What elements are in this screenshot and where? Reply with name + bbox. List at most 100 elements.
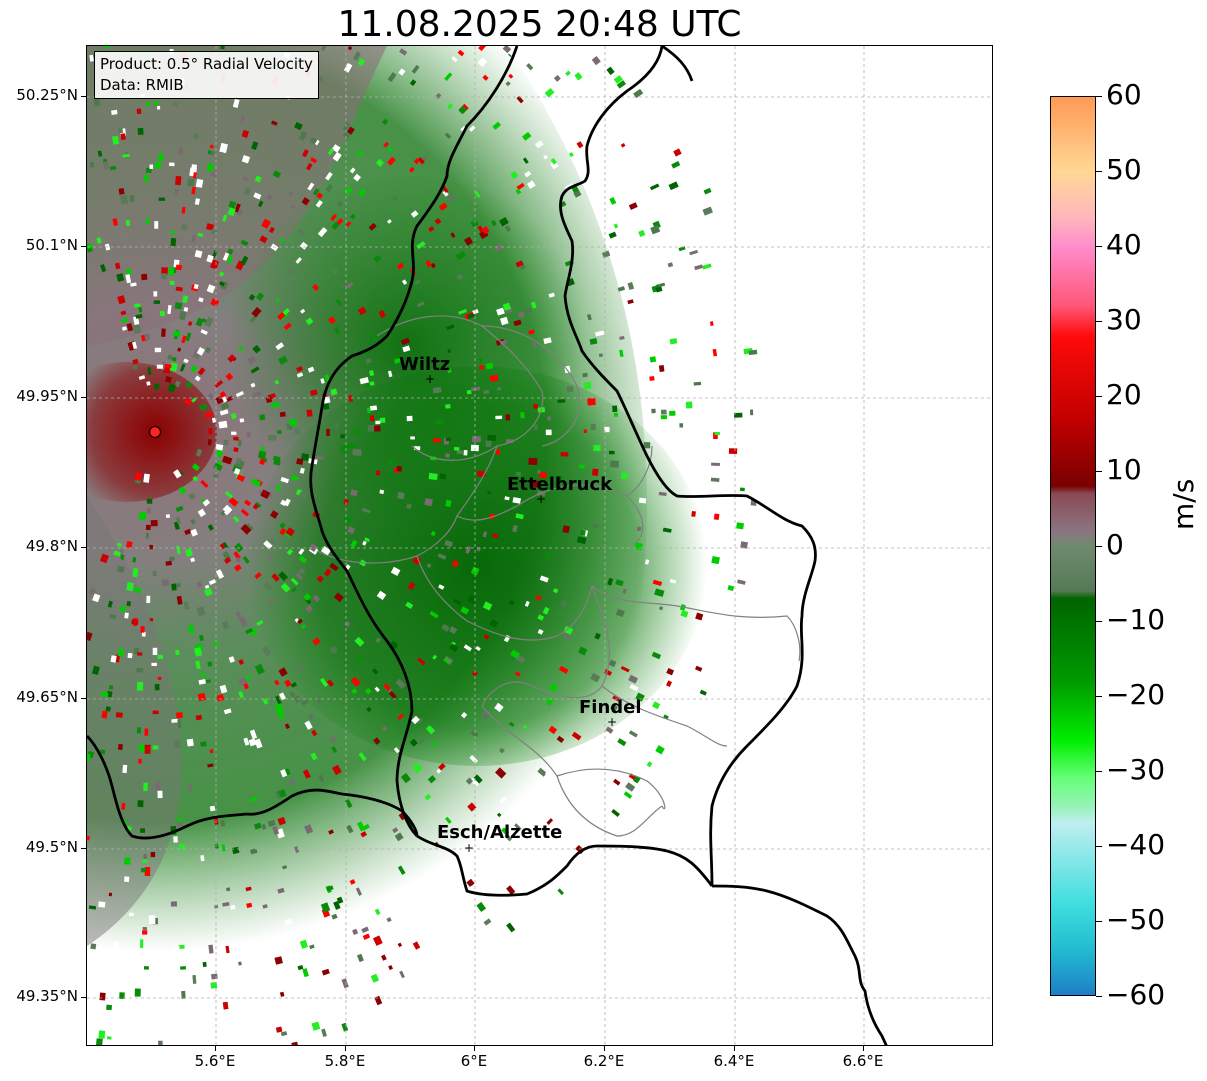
radar-gate [200, 329, 208, 336]
radar-gate [155, 782, 160, 791]
radar-gate [652, 701, 661, 710]
radar-gate [175, 649, 180, 656]
radar-gate [177, 719, 182, 729]
radar-gate [290, 204, 296, 210]
radar-gate [352, 448, 362, 456]
radar-gate [356, 149, 364, 157]
radar-gate [321, 1028, 327, 1037]
radar-gate [633, 159, 644, 169]
radar-gate [311, 729, 318, 737]
radar-gate [188, 492, 196, 500]
lat-label: 50.25°N [16, 86, 78, 104]
radar-gate [223, 708, 232, 715]
radar-gate [607, 577, 614, 586]
radar-gate [669, 410, 676, 416]
radar-gate [165, 560, 173, 566]
radar-gate [328, 316, 336, 325]
radar-gate [228, 497, 239, 507]
radar-gate [298, 130, 308, 141]
city-ettelbruck[interactable]: Ettelbruck + [507, 474, 613, 506]
radar-gate [460, 606, 470, 615]
radar-gate [304, 720, 313, 730]
radar-gate [121, 802, 126, 810]
radar-gate [591, 55, 601, 66]
city-esch-alzette[interactable]: Esch/Alzette + [437, 822, 562, 855]
radar-gate [289, 418, 298, 426]
radar-gate [179, 844, 186, 850]
radar-gate [514, 671, 521, 677]
radar-gate [207, 524, 215, 531]
radar-gate [108, 685, 114, 690]
radar-gate [501, 827, 509, 836]
radar-gate [238, 961, 242, 966]
radar-gate [748, 349, 758, 356]
radar-gate [330, 388, 338, 396]
radar-gate [680, 610, 689, 618]
radar-gate [231, 431, 237, 435]
radar-gate [737, 579, 746, 585]
radar-gate [351, 688, 358, 695]
radar-gate [120, 194, 129, 205]
lon-tick [215, 1046, 216, 1051]
radar-gate [275, 1026, 283, 1033]
radar-gate [126, 601, 131, 607]
radar-gate [269, 538, 277, 545]
radar-gate [393, 747, 400, 754]
radar-gate [152, 647, 158, 656]
radar-gate [394, 832, 404, 842]
radar-gate [606, 66, 615, 76]
radar-gate [154, 162, 162, 169]
radar-gate [282, 865, 288, 870]
radar-gate [307, 713, 315, 721]
radar-gate [498, 747, 505, 754]
radar-gate [214, 380, 224, 388]
radar-gate [215, 569, 225, 580]
radar-gate [120, 133, 126, 140]
radar-gate [157, 790, 163, 799]
city-findel[interactable]: Findel + [579, 697, 642, 729]
colorbar-tick-label: −20 [1106, 678, 1166, 711]
radar-gate [460, 712, 468, 719]
radar-gate [252, 391, 262, 398]
radar-gate [543, 337, 552, 345]
radar-gate [231, 846, 240, 855]
radar-gate [240, 239, 249, 247]
radar-gate [94, 1026, 100, 1034]
radar-gate [177, 818, 183, 823]
radar-gate [298, 548, 305, 555]
radar-gate [702, 206, 713, 216]
radar-gate [412, 762, 423, 774]
radar-gate [430, 531, 436, 537]
radar-gate [277, 312, 286, 321]
radar-gate [445, 499, 452, 508]
radar-gate [197, 232, 204, 238]
radar-gate [209, 170, 218, 177]
radar-gate [463, 450, 468, 456]
radar-gate [171, 583, 177, 591]
radar-gate [710, 477, 720, 482]
radar-gate [159, 310, 165, 317]
radar-gate [568, 152, 574, 158]
radar-gate [594, 632, 601, 640]
radar-gate [663, 714, 669, 720]
radar-gate [425, 725, 436, 735]
radar-gate [643, 442, 651, 449]
radar-gate [659, 606, 664, 611]
radar-gate [167, 383, 177, 393]
radar-gate [485, 440, 492, 448]
radar-gate [242, 555, 250, 564]
radar-gate [467, 313, 475, 319]
radar-gate [483, 389, 490, 395]
radar-gate [508, 73, 514, 79]
radar-map[interactable]: Wiltz + Ettelbruck + Findel + Esch/Alzet… [86, 45, 993, 1046]
radar-gate [116, 542, 122, 547]
radar-gate [612, 405, 618, 413]
radar-gate [279, 527, 287, 536]
city-wiltz[interactable]: Wiltz + [399, 354, 450, 386]
radar-gate [662, 527, 672, 533]
radar-gate [136, 727, 142, 734]
radar-gate [350, 213, 356, 220]
radar-gate [669, 579, 677, 584]
radar-gate [207, 763, 214, 768]
radar-gate [539, 471, 547, 479]
